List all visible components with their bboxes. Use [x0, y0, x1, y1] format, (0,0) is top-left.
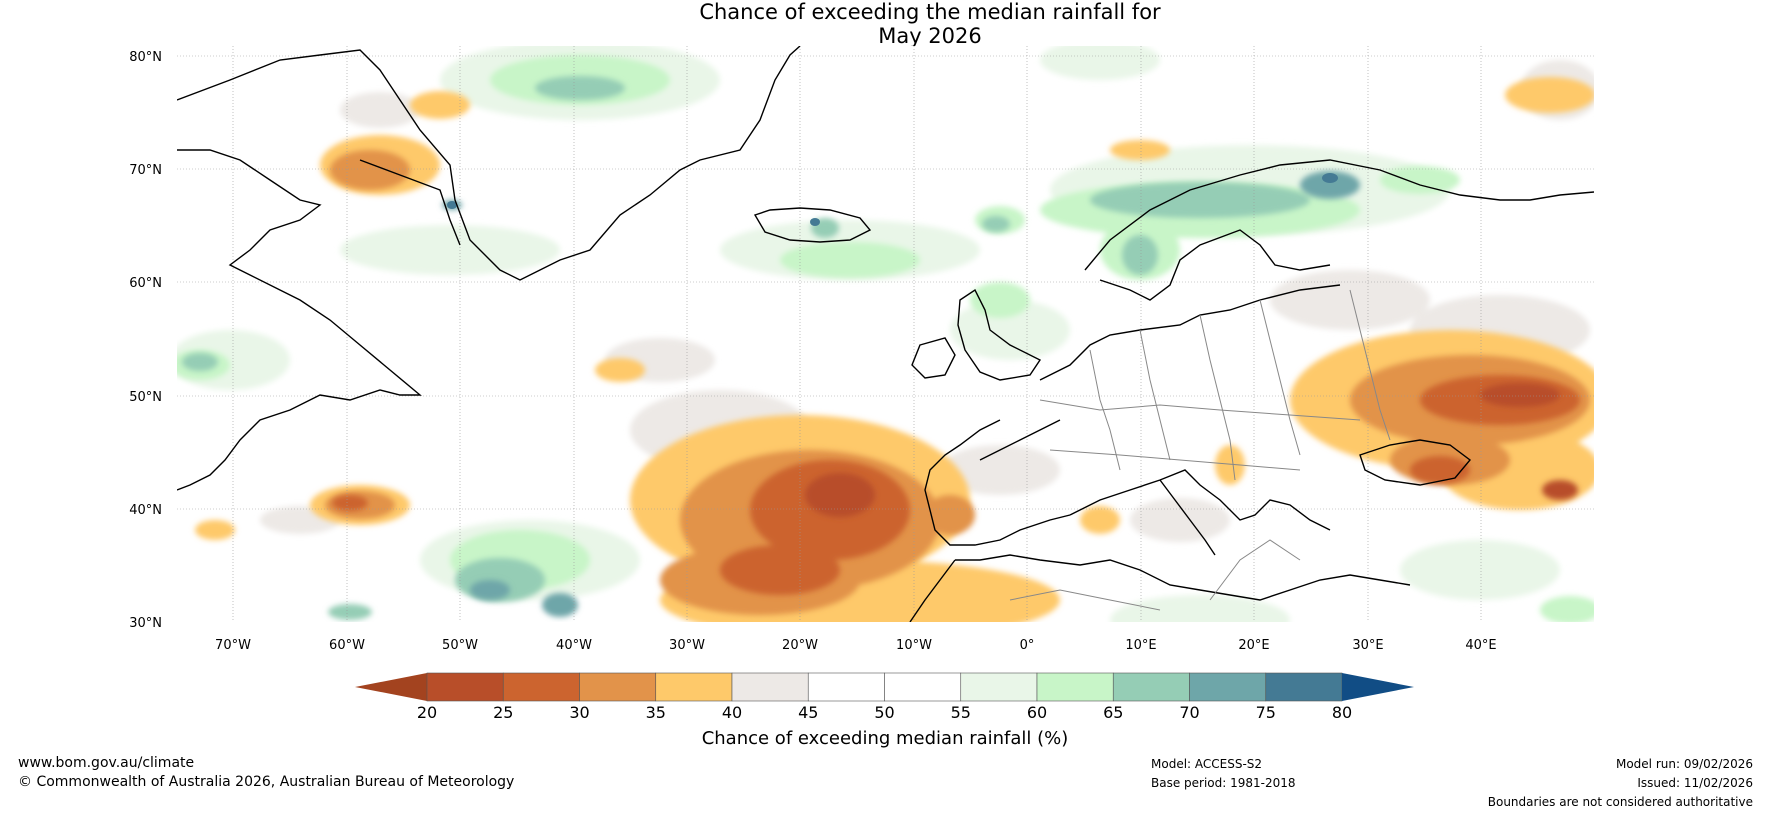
colorbar-segment — [731, 672, 809, 702]
colorbar-extend-low — [355, 673, 427, 701]
lon-label: 60°W — [329, 638, 365, 653]
colorbar-tick-label: 35 — [646, 703, 666, 722]
graticule — [177, 46, 1594, 622]
colorbar-tick-label: 30 — [569, 703, 589, 722]
colorbar-segment — [1265, 672, 1343, 702]
colorbar-segment — [1036, 672, 1114, 702]
lat-label: 70°N — [129, 163, 162, 178]
lat-label: 60°N — [129, 276, 162, 291]
coast-scandinavia — [1084, 159, 1594, 271]
colorbar: 20 25 30 35 40 45 50 55 60 65 70 75 80 — [355, 672, 1414, 722]
coast-europe — [1039, 284, 1341, 381]
coast-greenland — [177, 46, 801, 281]
colorbar-segment — [426, 672, 504, 702]
title-line-1: Chance of exceeding the median rainfall … — [699, 0, 1161, 24]
colorbar-segment — [579, 672, 657, 702]
lon-label: 40°W — [556, 638, 592, 653]
colorbar-tick-label: 25 — [493, 703, 513, 722]
country-borders — [1009, 289, 1391, 611]
lat-label: 80°N — [129, 50, 162, 65]
footer-model: Model: ACCESS-S2 — [1151, 757, 1263, 771]
footer-model-run: Model run: 09/02/2026 — [1615, 757, 1753, 771]
lon-label: 70°W — [215, 638, 251, 653]
colorbar-segment — [1189, 672, 1267, 702]
colorbar-segment — [960, 672, 1038, 702]
colorbar-tick-label: 50 — [874, 703, 894, 722]
colorbar-segment — [502, 672, 580, 702]
colorbar-extend-high — [1342, 673, 1414, 701]
lat-label: 50°N — [129, 390, 162, 405]
lat-label: 40°N — [129, 503, 162, 518]
colorbar-caption: Chance of exceeding median rainfall (%) — [701, 728, 1069, 749]
footer-website: www.bom.gov.au/climate — [18, 755, 195, 771]
colorbar-segment — [1112, 672, 1190, 702]
title-line-2: May 2026 — [878, 24, 982, 48]
colorbar-segment — [884, 672, 962, 702]
footer-disclaimer: Boundaries are not considered authoritat… — [1487, 795, 1753, 809]
lon-label: 30°E — [1352, 638, 1383, 653]
colorbar-tick-label: 20 — [417, 703, 437, 722]
coast-britain — [957, 288, 1042, 381]
colorbar-segment — [807, 672, 885, 702]
lon-label: 30°W — [669, 638, 705, 653]
footer-copyright: © Commonwealth of Australia 2026, Austra… — [18, 774, 515, 790]
coast-africa — [955, 554, 1411, 601]
coast-canada — [177, 149, 422, 491]
footer-base-period: Base period: 1981-2018 — [1151, 776, 1296, 790]
coast-iceland — [753, 207, 872, 243]
lon-label: 40°E — [1465, 638, 1496, 653]
longitude-labels: 70°W 60°W 50°W 40°W 30°W 20°W 10°W 0° 10… — [215, 638, 1497, 653]
lon-label: 20°W — [782, 638, 818, 653]
colorbar-tick-label: 55 — [951, 703, 971, 722]
footer-issued: Issued: 11/02/2026 — [1637, 776, 1753, 790]
colorbar-tick-label: 40 — [722, 703, 742, 722]
colorbar-tick-label: 80 — [1332, 703, 1352, 722]
lon-label: 50°W — [442, 638, 478, 653]
colorbar-tick-label: 70 — [1179, 703, 1199, 722]
lon-label: 10°W — [896, 638, 932, 653]
colorbar-tick-label: 75 — [1256, 703, 1276, 722]
coast-ireland — [911, 337, 956, 379]
latitude-labels: 80°N 70°N 60°N 50°N 40°N 30°N — [129, 50, 162, 631]
lon-label: 0° — [1020, 638, 1035, 653]
lat-label: 30°N — [129, 616, 162, 631]
colorbar-tick-label: 60 — [1027, 703, 1047, 722]
coastlines — [177, 46, 1594, 622]
lon-label: 20°E — [1238, 638, 1269, 653]
probability-field — [177, 46, 1594, 622]
colorbar-tick-label: 65 — [1103, 703, 1123, 722]
colorbar-tick-label: 45 — [798, 703, 818, 722]
lon-label: 10°E — [1125, 638, 1156, 653]
colorbar-segment — [655, 672, 733, 702]
